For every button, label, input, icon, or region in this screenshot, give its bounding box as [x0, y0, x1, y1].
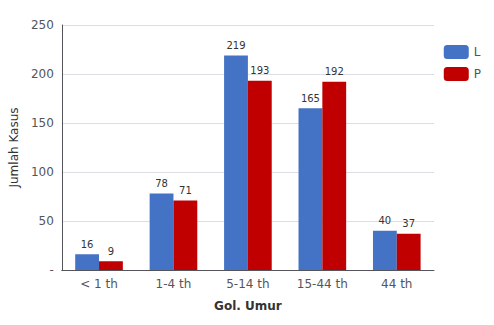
svg-text:193: 193 — [250, 65, 269, 76]
svg-text:5-14 th: 5-14 th — [226, 277, 269, 291]
svg-text:100: 100 — [31, 165, 54, 179]
svg-text:219: 219 — [226, 40, 245, 51]
svg-text:78: 78 — [155, 178, 168, 189]
svg-text:192: 192 — [325, 66, 344, 77]
svg-text:< 1 th: < 1 th — [80, 277, 118, 291]
svg-text:200: 200 — [31, 67, 54, 81]
svg-text:44 th: 44 th — [381, 277, 412, 291]
svg-text:71: 71 — [179, 185, 192, 196]
svg-text:9: 9 — [108, 246, 114, 257]
svg-text:150: 150 — [31, 116, 54, 130]
svg-text:1-4 th: 1-4 th — [156, 277, 192, 291]
svg-text:Jumlah Kasus: Jumlah Kasus — [7, 107, 21, 188]
svg-text:250: 250 — [31, 18, 54, 32]
svg-text:40: 40 — [379, 215, 392, 226]
svg-text:15-44 th: 15-44 th — [297, 277, 348, 291]
svg-text:16: 16 — [81, 239, 94, 250]
svg-text:P: P — [474, 67, 481, 81]
svg-text:165: 165 — [301, 93, 320, 104]
svg-text:50: 50 — [39, 214, 54, 228]
svg-text:Gol. Umur: Gol. Umur — [214, 299, 282, 313]
svg-text:37: 37 — [402, 218, 415, 229]
svg-text:-: - — [49, 263, 53, 277]
svg-text:L: L — [474, 45, 481, 59]
